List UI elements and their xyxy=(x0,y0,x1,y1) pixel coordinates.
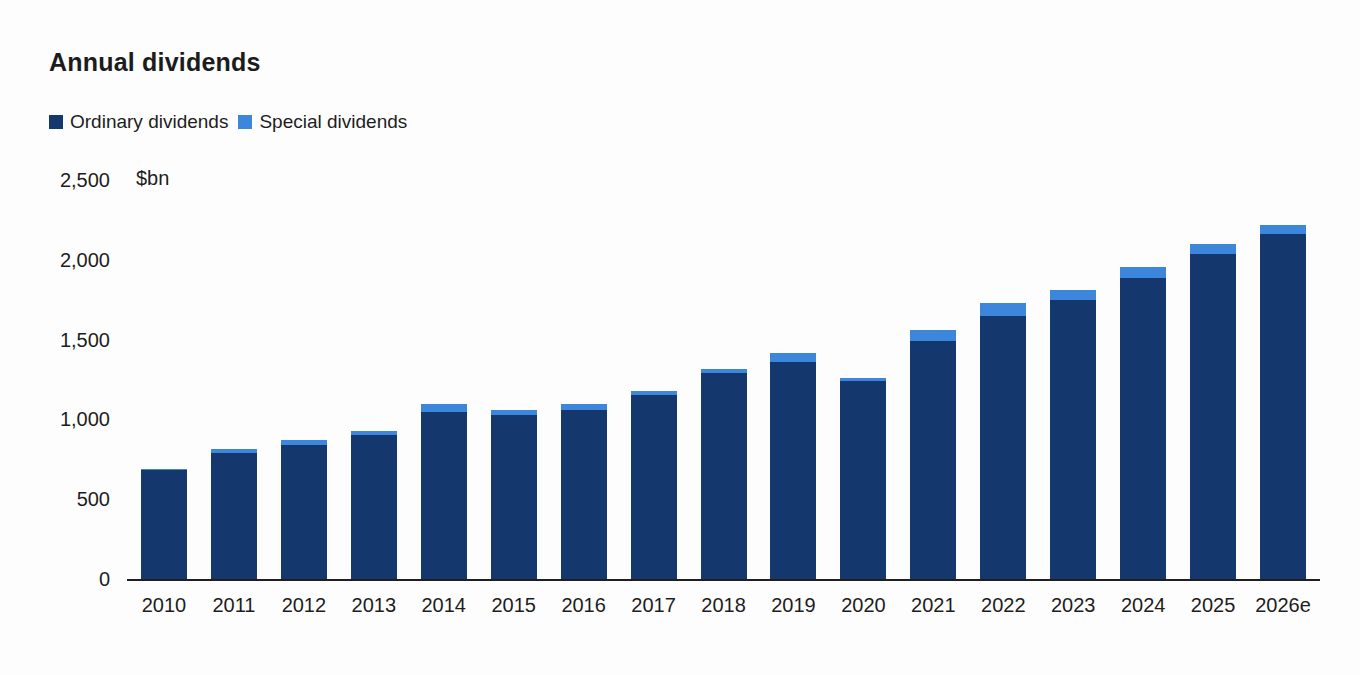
x-tick-label-2011: 2011 xyxy=(194,593,274,617)
bar-2012 xyxy=(281,440,327,579)
bar-segment-ordinary xyxy=(910,341,956,579)
bar-segment-ordinary xyxy=(631,395,677,579)
x-tick-label-2020: 2020 xyxy=(823,593,903,617)
plot-area xyxy=(127,180,1320,581)
x-tick-label-2023: 2023 xyxy=(1033,593,1113,617)
bar-2018 xyxy=(701,369,747,579)
bar-2013 xyxy=(351,431,397,579)
x-tick-label-2022: 2022 xyxy=(963,593,1043,617)
x-tick-label-2025: 2025 xyxy=(1173,593,1253,617)
bar-segment-ordinary xyxy=(561,410,607,579)
chart-title: Annual dividends xyxy=(49,48,261,77)
legend-label-special: Special dividends xyxy=(259,111,407,133)
bar-segment-special xyxy=(980,303,1026,316)
bar-2026e xyxy=(1260,225,1306,579)
x-tick-label-2017: 2017 xyxy=(614,593,694,617)
y-tick-label: 0 xyxy=(20,568,110,590)
y-tick-label: 1,500 xyxy=(20,329,110,351)
bar-2019 xyxy=(770,353,816,579)
x-tick-label-2012: 2012 xyxy=(264,593,344,617)
bar-segment-ordinary xyxy=(1050,300,1096,579)
special-dividends-swatch-icon xyxy=(238,115,252,129)
y-axis: 05001,0001,5002,0002,500 xyxy=(20,180,110,579)
y-tick-label: 2,000 xyxy=(20,249,110,271)
bar-segment-ordinary xyxy=(1120,278,1166,579)
bar-segment-ordinary xyxy=(351,435,397,579)
x-tick-label-2015: 2015 xyxy=(474,593,554,617)
x-tick-label-2024: 2024 xyxy=(1103,593,1183,617)
bar-segment-special xyxy=(421,404,467,412)
bar-segment-special xyxy=(1120,267,1166,278)
x-axis: 2010201120122013201420152016201720182019… xyxy=(127,593,1320,623)
x-tick-label-2021: 2021 xyxy=(893,593,973,617)
x-tick-label-2014: 2014 xyxy=(404,593,484,617)
bar-segment-ordinary xyxy=(491,415,537,579)
bar-segment-ordinary xyxy=(211,453,257,579)
y-tick-label: 500 xyxy=(20,488,110,510)
bar-segment-special xyxy=(1190,244,1236,254)
bar-2025 xyxy=(1190,244,1236,579)
bar-2010 xyxy=(141,469,187,579)
x-tick-label-2010: 2010 xyxy=(124,593,204,617)
x-tick-label-2019: 2019 xyxy=(753,593,833,617)
bar-2014 xyxy=(421,404,467,579)
bar-segment-ordinary xyxy=(141,470,187,579)
bar-2022 xyxy=(980,303,1026,579)
x-tick-label-2013: 2013 xyxy=(334,593,414,617)
x-tick-label-2026e: 2026e xyxy=(1243,593,1323,617)
chart-canvas: Annual dividends Ordinary dividends Spec… xyxy=(0,0,1360,675)
bar-segment-ordinary xyxy=(770,362,816,579)
bar-segment-ordinary xyxy=(1190,254,1236,579)
bar-segment-special xyxy=(910,330,956,341)
bar-segment-ordinary xyxy=(980,316,1026,579)
bar-2020 xyxy=(840,378,886,579)
y-tick-label: 1,000 xyxy=(20,408,110,430)
bar-segment-special xyxy=(770,353,816,362)
ordinary-dividends-swatch-icon xyxy=(49,115,63,129)
bar-2015 xyxy=(491,410,537,579)
bar-2021 xyxy=(910,330,956,579)
bar-segment-ordinary xyxy=(701,373,747,579)
bar-2011 xyxy=(211,449,257,579)
bar-2024 xyxy=(1120,267,1166,579)
bar-2017 xyxy=(631,391,677,579)
legend: Ordinary dividends Special dividends xyxy=(49,111,417,133)
y-tick-label: 2,500 xyxy=(20,169,110,191)
bar-2023 xyxy=(1050,290,1096,579)
bar-segment-ordinary xyxy=(281,445,327,579)
legend-label-ordinary: Ordinary dividends xyxy=(70,111,228,133)
x-tick-label-2018: 2018 xyxy=(684,593,764,617)
x-tick-label-2016: 2016 xyxy=(544,593,624,617)
bar-segment-special xyxy=(1050,290,1096,300)
legend-item-ordinary: Ordinary dividends xyxy=(49,111,228,133)
bar-segment-ordinary xyxy=(840,381,886,579)
bar-2016 xyxy=(561,404,607,579)
bar-segment-ordinary xyxy=(1260,234,1306,579)
bar-segment-ordinary xyxy=(421,412,467,579)
legend-item-special: Special dividends xyxy=(238,111,407,133)
bar-segment-special xyxy=(1260,225,1306,235)
